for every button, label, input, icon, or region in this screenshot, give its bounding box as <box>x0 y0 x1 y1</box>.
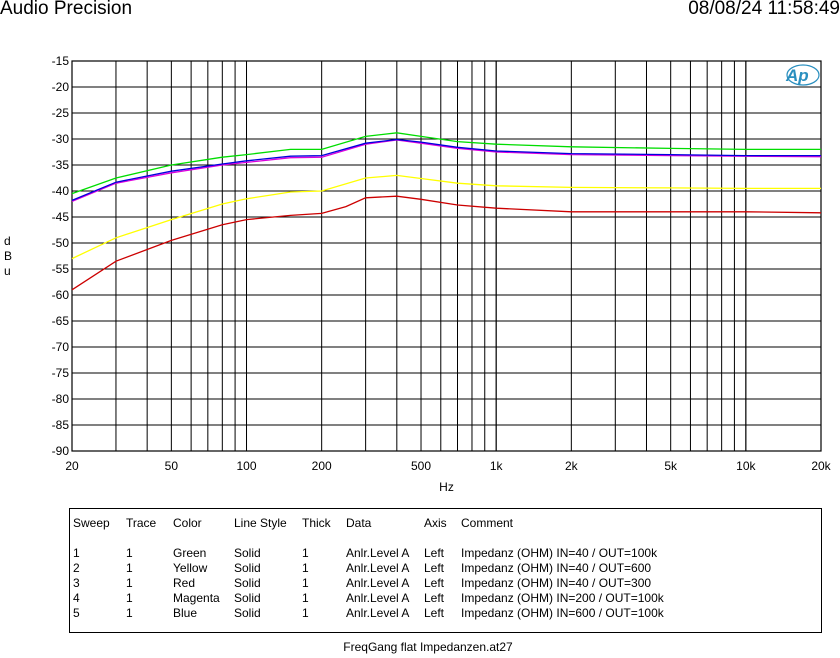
legend-cell: Left <box>424 561 445 575</box>
legend-cell: Magenta <box>173 591 220 605</box>
legend-header: Thick <box>302 516 331 530</box>
y-tick-label: -15 <box>52 54 70 68</box>
legend-cell: 3 <box>73 576 80 590</box>
ap-logo-ring <box>786 64 820 86</box>
x-tick-label: 20k <box>811 459 831 473</box>
legend-cell: 1 <box>302 546 309 560</box>
legend-cell: 4 <box>73 591 80 605</box>
legend-header: Data <box>346 516 372 530</box>
timestamp: 08/08/24 11:58:49 <box>688 0 840 19</box>
legend-cell: 1 <box>126 561 133 575</box>
legend-cell: Anlr.Level A <box>346 576 410 590</box>
series-line <box>71 132 821 195</box>
y-tick-label: -75 <box>52 366 70 380</box>
y-tick-label: -45 <box>52 210 70 224</box>
x-tick-label: 1k <box>490 459 504 473</box>
legend-header: Line Style <box>234 516 287 530</box>
legend-table: Sweep Trace Color Line Style Thick Data Axis Co… <box>69 508 822 633</box>
x-tick-label: 10k <box>736 459 756 473</box>
legend-header: Color <box>173 516 202 530</box>
legend-cell: Solid <box>234 606 261 620</box>
y-tick-label: -35 <box>52 158 70 172</box>
y-tick-label: -50 <box>52 236 70 250</box>
y-tick-label: -40 <box>52 184 70 198</box>
plot-frame <box>71 60 822 452</box>
legend-cell: Yellow <box>173 561 208 575</box>
y-tick-label: -60 <box>52 288 70 302</box>
legend-cell: Anlr.Level A <box>346 561 410 575</box>
legend-cell: Solid <box>234 546 261 560</box>
y-axis-label-letter: B <box>4 249 13 263</box>
series-line <box>71 195 822 291</box>
x-tick-label: 200 <box>312 459 332 473</box>
legend-cell: Solid <box>234 591 261 605</box>
x-tick-label: 100 <box>236 459 256 473</box>
y-axis-label-letter: d <box>4 234 11 248</box>
y-tick-label: -65 <box>52 314 70 328</box>
legend-cell: 1 <box>302 576 309 590</box>
legend-header: Sweep <box>73 516 110 530</box>
y-tick-label: -85 <box>52 418 70 432</box>
legend-cell: Anlr.Level A <box>346 546 410 560</box>
legend-cell: Left <box>424 576 445 590</box>
x-tick-label: 500 <box>411 459 431 473</box>
x-axis-label: Hz <box>439 480 454 494</box>
legend-header: Axis <box>424 516 447 530</box>
legend-cell: Solid <box>234 561 261 575</box>
series-line <box>71 139 822 203</box>
legend-cell: 1 <box>302 591 309 605</box>
legend-cell: 1 <box>73 546 80 560</box>
legend-cell: 1 <box>302 606 309 620</box>
legend-cell: Anlr.Level A <box>346 591 410 605</box>
legend-header: Trace <box>126 516 157 530</box>
legend-cell: 1 <box>126 591 133 605</box>
y-tick-label: -90 <box>52 444 70 458</box>
legend-cell: 5 <box>73 606 80 620</box>
legend-cell: Green <box>173 546 207 560</box>
legend-cell: Impedanz (OHM) IN=40 / OUT=300 <box>461 576 652 590</box>
y-tick-label: -70 <box>52 340 70 354</box>
legend-cell: Impedanz (OHM) IN=200 / OUT=100k <box>461 591 664 605</box>
y-tick-label: -80 <box>52 392 70 406</box>
legend-cell: 1 <box>126 606 133 620</box>
x-tick-label: 5k <box>664 459 678 473</box>
legend-cell: Left <box>424 546 445 560</box>
legend-cell: Impedanz (OHM) IN=600 / OUT=100k <box>461 606 664 620</box>
legend-cell: Left <box>424 591 445 605</box>
legend-cell: Red <box>173 576 196 590</box>
legend-cell: 2 <box>73 561 80 575</box>
x-tick-label: 50 <box>165 459 179 473</box>
y-tick-label: -25 <box>52 106 70 120</box>
series-line <box>71 174 821 260</box>
y-tick-label: -20 <box>52 80 70 94</box>
legend-cell: Anlr.Level A <box>346 606 410 620</box>
y-tick-label: -30 <box>52 132 70 146</box>
frequency-response-chart: Ap -15 -20 -25 -30 -35 -40 -45 -50 -55 -60 -65 -70 -7… <box>52 54 832 494</box>
legend-header: Comment <box>461 516 514 530</box>
legend-cell: 1 <box>126 546 133 560</box>
ap-logo: Ap <box>785 66 809 85</box>
legend-cell: Blue <box>173 606 198 620</box>
legend-cell: 1 <box>126 576 133 590</box>
legend-cell: Solid <box>234 576 261 590</box>
legend-cell: Impedanz (OHM) IN=40 / OUT=100k <box>461 546 658 560</box>
y-axis-label-letter: u <box>4 264 11 278</box>
legend-cell: 1 <box>302 561 309 575</box>
file-name-footer: FreqGang flat Impedanzen.at27 <box>343 640 513 654</box>
series-line <box>71 138 821 202</box>
y-tick-label: -55 <box>52 262 70 276</box>
app-title: Audio Precision <box>0 0 133 19</box>
x-tick-label: 20 <box>65 459 79 473</box>
x-tick-label: 2k <box>565 459 579 473</box>
legend-cell: Impedanz (OHM) IN=40 / OUT=600 <box>461 561 652 575</box>
legend-cell: Left <box>424 606 445 620</box>
